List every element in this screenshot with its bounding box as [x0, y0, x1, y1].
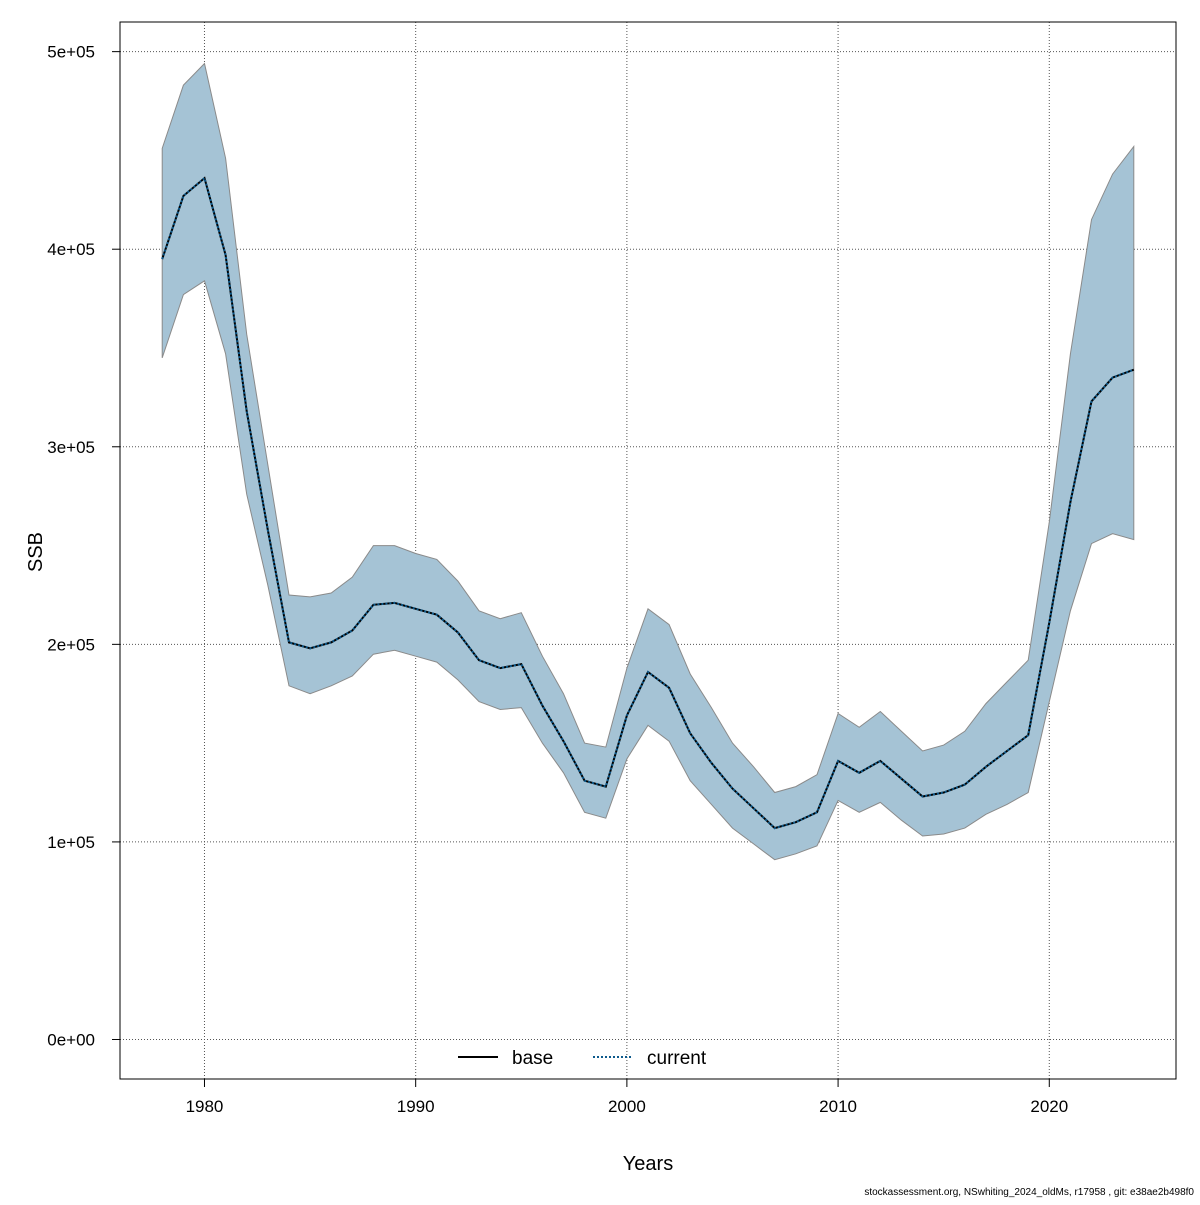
x-axis-label: Years [623, 1153, 673, 1175]
legend: base current [458, 1048, 707, 1069]
x-axis: 1980 1990 2000 2010 2020 [186, 1079, 1068, 1116]
confidence-band-layer [161, 62, 1135, 861]
y-tick-label: 2e+05 [47, 635, 95, 654]
x-tick-label: 1980 [186, 1097, 224, 1116]
series-line-current [161, 176, 1135, 830]
x-tick-label: 2020 [1030, 1097, 1068, 1116]
y-axis-label: SSB [25, 532, 47, 572]
y-tick-label: 4e+05 [47, 240, 95, 259]
x-tick-label: 2000 [608, 1097, 646, 1116]
series-line-layer [161, 176, 1135, 830]
y-tick-label: 1e+05 [47, 833, 95, 852]
y-tick-label: 3e+05 [47, 438, 95, 457]
x-tick-label: 2010 [819, 1097, 857, 1116]
plot-frame [119, 21, 1177, 1080]
legend-label-base: base [512, 1048, 553, 1069]
y-tick-label: 5e+05 [47, 43, 95, 62]
footer-note: stockassessment.org, NSwhiting_2024_oldM… [864, 1187, 1194, 1198]
legend-label-current: current [647, 1048, 707, 1069]
y-tick-label: 0e+00 [47, 1030, 95, 1049]
confidence-band-current [161, 62, 1135, 861]
x-tick-label: 1990 [397, 1097, 435, 1116]
y-axis: 0e+00 1e+05 2e+05 3e+05 4e+05 5e+05 [47, 43, 120, 1049]
